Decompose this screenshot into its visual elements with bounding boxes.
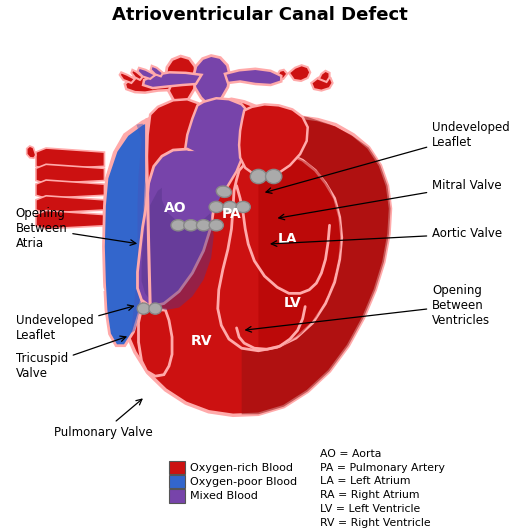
Text: LV = Left Ventricle: LV = Left Ventricle	[321, 504, 421, 514]
Text: AO = Aorta: AO = Aorta	[321, 449, 382, 459]
Text: PA = Pulmonary Artery: PA = Pulmonary Artery	[321, 463, 445, 473]
Polygon shape	[125, 75, 173, 93]
Polygon shape	[131, 123, 155, 333]
Polygon shape	[289, 65, 310, 81]
Text: Mitral Valve: Mitral Valve	[279, 179, 502, 220]
FancyBboxPatch shape	[170, 461, 185, 474]
Ellipse shape	[216, 186, 232, 197]
Polygon shape	[319, 71, 330, 82]
Ellipse shape	[266, 170, 282, 183]
Polygon shape	[239, 104, 308, 176]
Polygon shape	[137, 149, 215, 306]
Ellipse shape	[197, 219, 210, 231]
Ellipse shape	[223, 201, 237, 213]
Ellipse shape	[209, 219, 223, 231]
Text: Pulmonary Valve: Pulmonary Valve	[54, 399, 153, 439]
Polygon shape	[103, 118, 158, 346]
Text: Oxygen-rich Blood: Oxygen-rich Blood	[190, 463, 293, 473]
Ellipse shape	[209, 201, 223, 213]
Ellipse shape	[236, 201, 250, 213]
Ellipse shape	[149, 303, 162, 314]
Polygon shape	[193, 56, 230, 105]
Ellipse shape	[250, 170, 267, 183]
Polygon shape	[218, 151, 342, 351]
Polygon shape	[184, 98, 249, 202]
Text: Opening
Between
Atria: Opening Between Atria	[15, 207, 136, 250]
Title: Atrioventricular Canal Defect: Atrioventricular Canal Defect	[111, 6, 408, 24]
Text: Tricuspid
Valve: Tricuspid Valve	[15, 336, 126, 380]
Text: RV = Right Ventricle: RV = Right Ventricle	[321, 517, 431, 527]
Polygon shape	[36, 164, 104, 183]
Text: RA = Right Atrium: RA = Right Atrium	[321, 490, 420, 500]
Text: RA: RA	[84, 280, 105, 294]
Text: Undeveloped
Leaflet: Undeveloped Leaflet	[15, 305, 134, 342]
Text: Opening
Between
Ventricles: Opening Between Ventricles	[246, 284, 490, 332]
Polygon shape	[165, 56, 197, 107]
Polygon shape	[151, 66, 163, 76]
Text: Mixed Blood: Mixed Blood	[190, 491, 258, 501]
Polygon shape	[137, 68, 155, 79]
Polygon shape	[162, 151, 223, 224]
Polygon shape	[259, 153, 341, 349]
Polygon shape	[311, 75, 333, 91]
Polygon shape	[277, 70, 287, 81]
Ellipse shape	[184, 219, 198, 231]
Text: Oxygen-poor Blood: Oxygen-poor Blood	[190, 477, 297, 487]
Text: LA: LA	[278, 232, 297, 246]
Polygon shape	[120, 72, 135, 83]
Ellipse shape	[171, 219, 185, 231]
Polygon shape	[36, 148, 104, 170]
Text: RV: RV	[190, 333, 212, 348]
Text: Undeveloped
Leaflet: Undeveloped Leaflet	[266, 121, 510, 193]
Text: AO: AO	[164, 201, 187, 216]
Polygon shape	[225, 69, 281, 85]
Text: Aortic Valve: Aortic Valve	[271, 227, 502, 246]
FancyBboxPatch shape	[170, 490, 185, 503]
Polygon shape	[143, 72, 201, 88]
Polygon shape	[36, 210, 104, 229]
Polygon shape	[36, 180, 104, 198]
Polygon shape	[147, 99, 204, 198]
Polygon shape	[142, 182, 214, 310]
Polygon shape	[138, 308, 172, 376]
Polygon shape	[26, 146, 36, 158]
Ellipse shape	[137, 303, 150, 314]
Text: LA = Left Atrium: LA = Left Atrium	[321, 476, 411, 487]
Polygon shape	[112, 118, 173, 207]
Text: LV: LV	[284, 296, 302, 310]
Polygon shape	[36, 196, 104, 213]
Polygon shape	[104, 99, 391, 416]
Polygon shape	[131, 70, 143, 80]
Text: PA: PA	[222, 207, 241, 220]
Polygon shape	[242, 114, 391, 414]
FancyBboxPatch shape	[170, 475, 185, 489]
